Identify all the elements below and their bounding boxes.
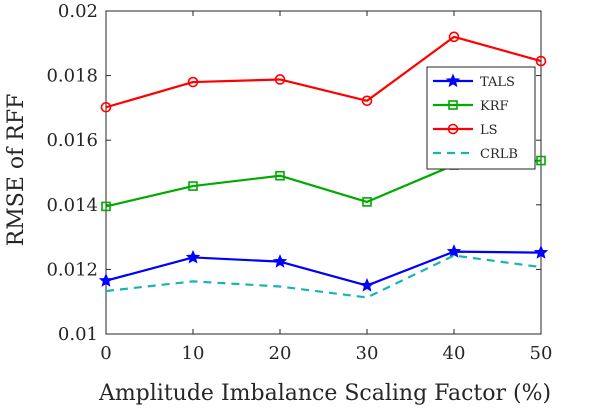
legend-item-krf: KRF bbox=[433, 99, 509, 114]
x-tick-label: 0 bbox=[100, 343, 111, 364]
y-axis-ticks: 0.01 0.012 0.014 0.016 0.018 0.02 bbox=[46, 1, 541, 345]
data-point-krf bbox=[188, 181, 198, 191]
data-point-tals bbox=[446, 244, 462, 258]
data-point-tals bbox=[533, 245, 549, 259]
legend-marker-ls bbox=[447, 123, 459, 135]
series-crlb bbox=[105, 254, 542, 299]
y-tick-label: 0.014 bbox=[46, 195, 98, 216]
legend-label-tals: TALS bbox=[480, 75, 515, 90]
data-point-krf bbox=[536, 155, 546, 166]
legend-label-ls: LS bbox=[480, 123, 498, 138]
y-tick-label: 0.01 bbox=[58, 324, 98, 345]
series-tals bbox=[98, 244, 549, 292]
data-point-ls bbox=[535, 55, 547, 67]
data-point-ls bbox=[448, 31, 460, 43]
legend-label-crlb: CRLB bbox=[480, 147, 518, 162]
legend-item-ls: LS bbox=[433, 123, 498, 138]
legend-box bbox=[426, 66, 536, 170]
y-axis-label: RMSE of RFF bbox=[4, 94, 29, 247]
legend-marker-tals bbox=[445, 73, 461, 88]
x-axis-ticks: 0 10 20 30 40 50 bbox=[100, 11, 552, 364]
series-line-crlb bbox=[105, 254, 542, 299]
y-tick-label: 0.016 bbox=[46, 130, 98, 151]
data-point-tals bbox=[272, 254, 288, 268]
series-line-ls bbox=[105, 35, 542, 109]
data-point-krf bbox=[362, 197, 372, 207]
axes-box bbox=[105, 10, 542, 335]
series-ls bbox=[100, 31, 547, 113]
x-tick-label: 30 bbox=[356, 343, 379, 364]
data-point-tals bbox=[185, 249, 201, 264]
legend-item-crlb: CRLB bbox=[433, 147, 518, 162]
x-tick-label: 20 bbox=[269, 343, 292, 364]
plot-area bbox=[105, 10, 542, 335]
legend: TALS KRF LS CRLB bbox=[426, 66, 536, 170]
data-point-krf bbox=[101, 201, 111, 212]
legend-marker-krf bbox=[448, 100, 458, 110]
legend-label-krf: KRF bbox=[480, 99, 509, 114]
data-point-tals bbox=[359, 278, 375, 292]
x-tick-label: 50 bbox=[530, 343, 553, 364]
data-point-ls bbox=[100, 101, 112, 113]
data-point-ls bbox=[187, 76, 199, 88]
y-tick-label: 0.018 bbox=[46, 66, 98, 87]
x-axis-label: Amplitude Imbalance Scaling Factor (%) bbox=[98, 381, 551, 406]
data-point-tals bbox=[98, 273, 114, 287]
series-line-tals bbox=[105, 250, 542, 287]
y-tick-label: 0.012 bbox=[46, 259, 98, 280]
x-tick-label: 10 bbox=[182, 343, 205, 364]
data-point-ls bbox=[361, 95, 373, 107]
data-point-ls bbox=[274, 74, 286, 85]
legend-item-tals: TALS bbox=[433, 73, 515, 90]
data-point-krf bbox=[275, 170, 285, 181]
y-tick-label: 0.02 bbox=[58, 1, 98, 22]
x-tick-label: 40 bbox=[443, 343, 466, 364]
